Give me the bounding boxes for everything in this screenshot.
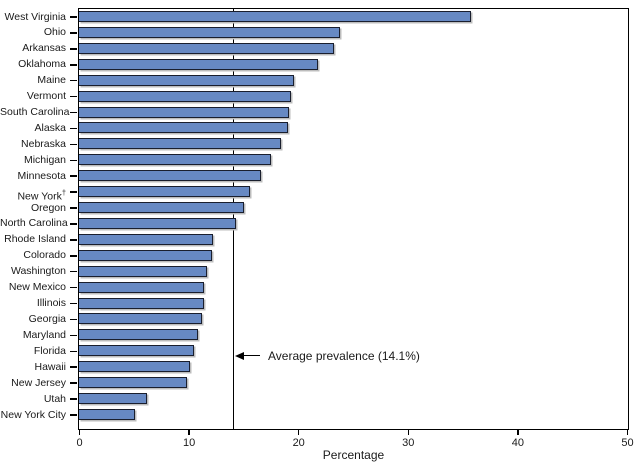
x-tick <box>78 430 81 435</box>
annotation-label: Average prevalence (14.1%) <box>268 348 420 363</box>
bar <box>79 138 282 150</box>
category-label: Ohio <box>43 26 66 39</box>
bar <box>79 122 288 134</box>
x-tick-label: 40 <box>511 437 525 449</box>
x-tick-label: 50 <box>621 437 634 449</box>
category-label: New York† <box>17 187 66 203</box>
y-tick <box>70 127 77 130</box>
y-tick <box>70 159 77 162</box>
bar <box>79 377 187 389</box>
y-tick <box>70 95 77 98</box>
bar <box>79 90 291 102</box>
category-label: New Mexico <box>8 281 66 294</box>
category-label: New Jersey <box>11 376 66 389</box>
category-label: Nebraska <box>21 137 66 150</box>
bar <box>79 265 208 277</box>
bar <box>79 361 190 373</box>
bar <box>79 58 319 70</box>
y-tick <box>70 350 77 353</box>
bar <box>79 170 262 182</box>
y-tick <box>70 302 77 305</box>
category-label: Maryland <box>22 328 66 341</box>
category-label: Maine <box>37 74 66 87</box>
bar <box>79 202 244 214</box>
y-tick <box>70 79 77 82</box>
y-tick <box>70 398 77 400</box>
category-label: Illinois <box>36 297 66 310</box>
bar <box>79 106 289 118</box>
category-label: North Carolina <box>0 217 68 230</box>
category-label: West Virginia <box>4 10 66 23</box>
category-label: Minnesota <box>17 169 66 182</box>
x-tick <box>517 430 519 435</box>
left-arrow-icon <box>235 351 244 360</box>
arrow-shaft <box>244 354 260 357</box>
bar <box>79 26 341 38</box>
category-label: Georgia <box>28 312 66 325</box>
x-tick <box>297 430 300 435</box>
y-tick <box>70 286 77 289</box>
y-tick <box>70 32 77 34</box>
bar <box>79 329 198 341</box>
x-axis: Percentage 0 10 20 30 40 50 <box>76 430 634 462</box>
y-tick <box>70 223 77 225</box>
y-tick <box>70 255 77 257</box>
category-label: Oklahoma <box>18 58 66 71</box>
category-label: Vermont <box>26 90 66 103</box>
category-label: Michigan <box>23 153 66 166</box>
category-label: New York City <box>0 408 66 421</box>
category-label: Arkansas <box>22 42 66 55</box>
bar <box>79 249 212 261</box>
y-tick <box>70 175 77 177</box>
y-tick <box>70 16 77 18</box>
dagger-footnote-mark: † <box>61 187 66 197</box>
bar <box>79 313 202 325</box>
x-tick-label: 0 <box>76 437 83 449</box>
bar <box>79 345 195 357</box>
bar <box>79 11 471 22</box>
x-tick <box>188 430 190 435</box>
category-label: Colorado <box>23 249 66 262</box>
bar <box>79 281 205 293</box>
y-tick <box>70 207 77 209</box>
y-tick <box>70 239 77 241</box>
y-tick <box>70 48 77 50</box>
y-tick <box>70 143 77 146</box>
y-tick <box>70 382 77 384</box>
y-tick <box>70 334 77 337</box>
category-label: Alaska <box>34 121 66 134</box>
bar <box>79 217 236 229</box>
y-tick <box>70 191 77 193</box>
category-label: Washington <box>10 265 66 278</box>
bar <box>79 154 272 166</box>
y-tick <box>70 414 77 416</box>
x-tick <box>626 430 629 435</box>
x-axis-title: Percentage <box>322 448 385 462</box>
x-tick-label: 10 <box>182 437 196 449</box>
bar <box>79 409 135 420</box>
category-label: South Carolina <box>0 106 70 119</box>
category-label: Utah <box>43 392 66 405</box>
bar <box>79 393 148 405</box>
category-label: Florida <box>33 344 66 357</box>
category-label: Hawaii <box>34 360 66 373</box>
x-tick <box>407 430 410 435</box>
y-tick <box>70 366 77 368</box>
category-label: Rhode Island <box>4 233 66 246</box>
average-annotation: Average prevalence (14.1%) <box>235 348 420 363</box>
bar <box>79 42 334 54</box>
bar <box>79 74 295 86</box>
bar <box>79 233 213 245</box>
y-tick <box>70 64 77 66</box>
category-label: Oregon <box>30 201 66 214</box>
y-tick <box>70 111 77 114</box>
bar <box>79 297 205 309</box>
plot-area <box>78 8 629 430</box>
y-tick <box>70 318 77 321</box>
x-tick-label: 20 <box>292 437 305 449</box>
bar <box>79 186 251 198</box>
x-tick-label: 30 <box>402 437 415 449</box>
y-tick <box>70 270 77 273</box>
